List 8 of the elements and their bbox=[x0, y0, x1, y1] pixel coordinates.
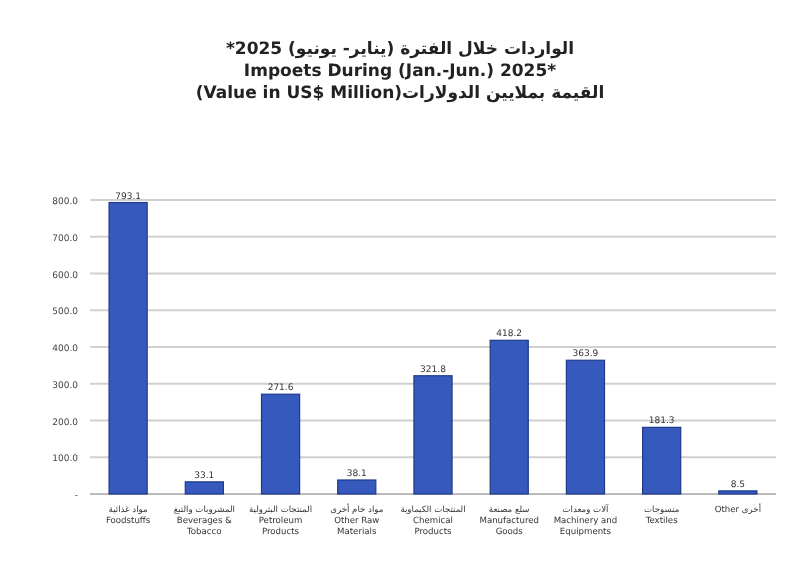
bar bbox=[337, 479, 377, 495]
bar bbox=[260, 393, 301, 495]
bar bbox=[489, 339, 529, 495]
bar bbox=[565, 359, 606, 495]
bar bbox=[184, 481, 224, 495]
bar bbox=[108, 201, 148, 495]
bar bbox=[642, 426, 682, 495]
bar bbox=[413, 375, 453, 495]
